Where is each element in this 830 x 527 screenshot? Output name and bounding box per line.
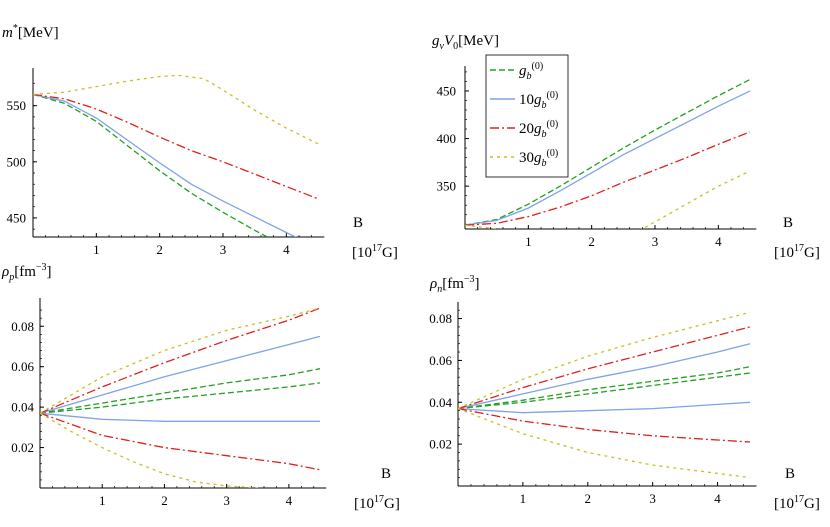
y-tick-label: 0.08 bbox=[11, 319, 34, 334]
y-tick-label: 0.06 bbox=[429, 353, 452, 368]
series-line bbox=[40, 335, 321, 414]
x-tick-label: 2 bbox=[161, 493, 168, 508]
legend-label: 30gb(0) bbox=[519, 148, 558, 169]
x-tick-label: 1 bbox=[520, 491, 527, 506]
series-line bbox=[40, 307, 321, 414]
x-tick-label: 3 bbox=[223, 493, 230, 508]
y-tick-label: 350 bbox=[437, 179, 457, 194]
series-line bbox=[458, 311, 751, 410]
y-tick-label: 450 bbox=[7, 210, 27, 225]
series-line bbox=[40, 368, 321, 414]
series-line bbox=[458, 366, 751, 410]
x-tick-label: 1 bbox=[99, 493, 106, 508]
x-tick-label: 4 bbox=[283, 242, 290, 257]
y-tick-label: 0.04 bbox=[11, 400, 34, 415]
x-tick-label: 3 bbox=[652, 234, 659, 249]
y-axis-label: ρp[fm−3] bbox=[1, 262, 52, 283]
x-tick-label: 2 bbox=[585, 491, 592, 506]
series-line bbox=[458, 407, 751, 479]
y-tick-label: 0.02 bbox=[429, 437, 452, 452]
x-tick-label: 3 bbox=[220, 242, 227, 257]
x-tick-label: 4 bbox=[714, 491, 721, 506]
series-line bbox=[33, 74, 319, 145]
y-tick-label: 500 bbox=[7, 154, 27, 169]
series-line bbox=[40, 307, 321, 414]
y-tick-label: 450 bbox=[437, 83, 457, 98]
x-tick-label: 1 bbox=[525, 234, 532, 249]
y-tick-label: 550 bbox=[7, 98, 27, 113]
x-axis-label: B bbox=[381, 466, 391, 482]
series-line bbox=[40, 382, 321, 414]
y-axis-label: ρn[fm−3] bbox=[429, 274, 480, 295]
y-tick-label: 0.06 bbox=[11, 359, 34, 374]
y-tick-label: 400 bbox=[437, 131, 457, 146]
x-tick-label: 1 bbox=[93, 242, 100, 257]
series-line bbox=[458, 407, 751, 443]
x-tick-label: 2 bbox=[588, 234, 595, 249]
x-tick-label: 4 bbox=[286, 493, 293, 508]
legend-label: 20gb(0) bbox=[519, 119, 558, 140]
x-axis-unit: [1017G] bbox=[774, 243, 820, 261]
panel-1: 1 2 3 4 450 500 550 m*[MeV] B [1017G] bbox=[2, 23, 398, 261]
series-line bbox=[458, 372, 751, 410]
panel-2: 1 2 3 4 350 400 450 gvV0[MeV] B [1017G] gb(0) 10gb(… bbox=[432, 33, 820, 261]
y-tick-label: 0.08 bbox=[429, 311, 452, 326]
x-axis-label: B bbox=[353, 215, 363, 231]
series-line bbox=[458, 401, 751, 414]
series-line bbox=[465, 78, 751, 226]
series-line bbox=[33, 93, 269, 237]
y-tick-label: 0.04 bbox=[429, 395, 452, 410]
x-axis-label: B bbox=[785, 466, 795, 482]
x-axis-label: B bbox=[783, 215, 793, 231]
series-line bbox=[40, 412, 258, 488]
panel-3: 1 2 3 4 0.02 0.04 0.06 0.08 ρp[fm−3] B [1017G] bbox=[1, 262, 400, 512]
series-line bbox=[33, 93, 297, 237]
series-line bbox=[465, 90, 751, 226]
legend-label: 10gb(0) bbox=[519, 90, 558, 111]
y-axis-label: m*[MeV] bbox=[2, 23, 59, 41]
legend-label: gb(0) bbox=[519, 61, 543, 82]
x-tick-label: 4 bbox=[715, 234, 722, 249]
series-line bbox=[465, 131, 751, 226]
y-tick-label: 0.02 bbox=[11, 440, 34, 455]
series-line bbox=[458, 343, 751, 410]
x-tick-label: 2 bbox=[156, 242, 163, 257]
series-line bbox=[40, 412, 321, 471]
legend: gb(0) 10gb(0) 20gb(0) 30gb(0) bbox=[485, 54, 569, 178]
x-axis-unit: [1017G] bbox=[774, 494, 820, 512]
series-line bbox=[465, 170, 751, 229]
y-axis-label: gvV0[MeV] bbox=[432, 33, 499, 52]
x-axis-unit: [1017G] bbox=[354, 494, 400, 512]
series-line bbox=[40, 412, 320, 422]
series-line bbox=[458, 326, 751, 410]
panel-4: 1 2 3 4 0.02 0.04 0.06 0.08 ρn[fm−3] B [1017G] bbox=[429, 274, 820, 512]
x-axis-unit: [1017G] bbox=[352, 243, 398, 261]
x-tick-label: 3 bbox=[649, 491, 656, 506]
